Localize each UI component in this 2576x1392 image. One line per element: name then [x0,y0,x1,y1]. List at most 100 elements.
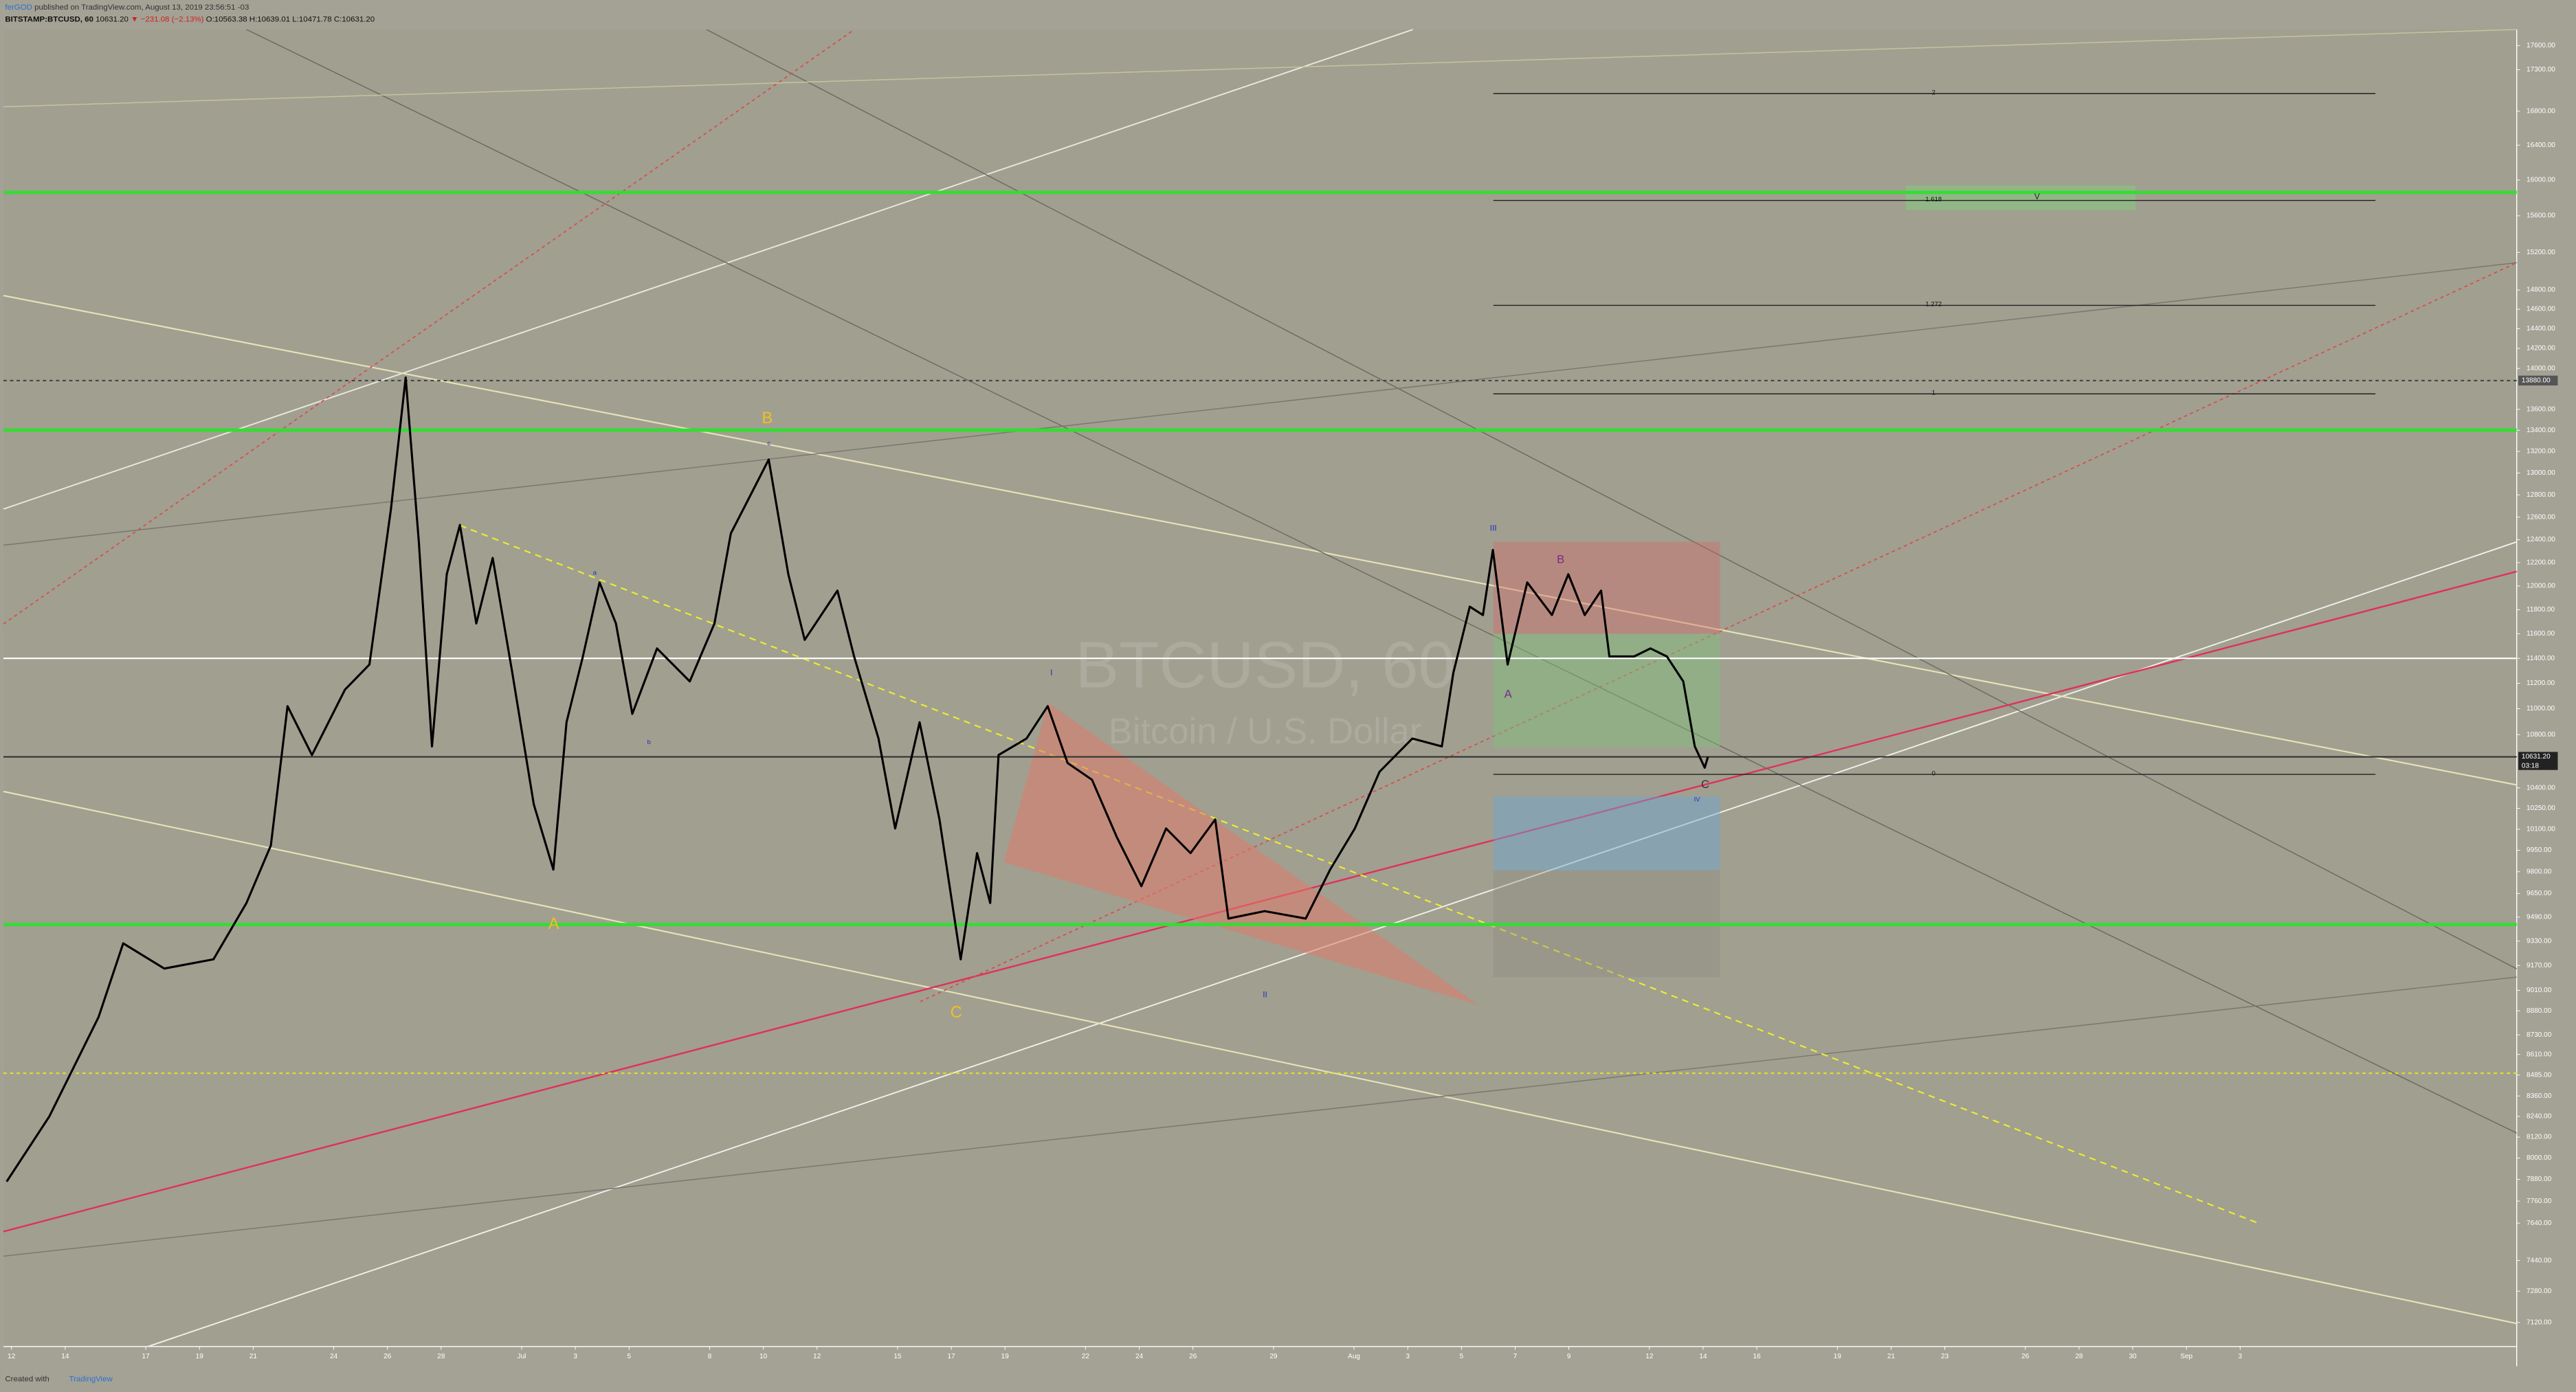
x-tick-label: 28 [437,1353,445,1360]
published: published on TradingView.com, August 13,… [32,3,249,12]
trendline [246,29,2518,1134]
x-tick-label: 19 [1001,1353,1010,1360]
y-tick-label: 8120.00 [2527,1134,2552,1141]
fib-label: 1.272 [1925,301,1942,308]
y-tick-label: 11400.00 [2527,655,2555,662]
y-tick-label: 10800.00 [2527,731,2555,739]
target-zone [1493,796,1720,871]
x-tick-label: 21 [249,1353,258,1360]
y-tick-label: 7280.00 [2527,1288,2552,1295]
y-tick-label: 14400.00 [2527,325,2555,333]
y-tick-label: 16000.00 [2527,177,2555,184]
y-tick-label: 9170.00 [2527,962,2552,969]
wave-label: II [1263,989,1267,999]
y-tick-label: 8610.00 [2527,1051,2552,1058]
x-tick-label: 26 [1189,1353,1197,1360]
y-tick-label: 13400.00 [2527,427,2555,434]
wave-label: V [2034,192,2040,201]
wave-label: I [1050,668,1052,677]
y-tick-label: 11000.00 [2527,705,2555,712]
x-tick-label: 26 [2021,1353,2030,1360]
y-tick-label: 9490.00 [2527,913,2552,921]
author[interactable]: ferGOD [5,3,32,12]
wave-label: a [593,570,597,577]
x-tick-label: 15 [893,1353,902,1360]
x-tick-label: Sep [2180,1353,2192,1360]
x-tick-label: 22 [1082,1353,1090,1360]
y-tick-label: 12600.00 [2527,513,2555,521]
y-tick-label: 7640.00 [2527,1220,2552,1227]
y-tick-label: 11600.00 [2527,630,2555,638]
watermark-description: Bitcoin / U.S. Dollar [1109,711,1422,752]
plot-area [3,30,2517,1347]
x-tick-label: 17 [142,1353,151,1360]
x-tick-label: 29 [1269,1353,1278,1360]
y-tick-label: 9010.00 [2527,987,2552,994]
y-tick-label: 14800.00 [2527,287,2555,294]
y-tick-label: 8240.00 [2527,1113,2552,1121]
y-tick-label: 7440.00 [2527,1257,2552,1264]
y-tick-label: 13600.00 [2527,405,2555,413]
trendline [3,295,2517,786]
x-tick-label: 12 [1645,1353,1654,1360]
y-tick-label: 10400.00 [2527,784,2555,792]
y-tick-label: 9950.00 [2527,846,2552,854]
x-tick-label: 5 [1460,1353,1464,1360]
wave-label: c [767,440,770,447]
y-tick-label: 10250.00 [2527,805,2555,812]
fib-label: 0 [1932,770,1935,777]
drawings [3,29,2518,1347]
y-tick-label: 12800.00 [2527,491,2555,499]
footer-brand[interactable]: TradingView [69,1376,113,1384]
y-tick-label: 8360.00 [2527,1092,2552,1100]
trendline [3,790,2517,1325]
x-tick-label: 3 [1406,1353,1410,1360]
y-tick-label: 12000.00 [2527,582,2555,590]
x-tick-label: 12 [813,1353,821,1360]
x-tick-label: 24 [1135,1353,1144,1360]
x-tick-label: 16 [1753,1353,1762,1360]
y-tick-label: 13200.00 [2527,448,2555,456]
y-tick-label: 16400.00 [2527,142,2555,149]
x-tick-label: 12 [8,1353,16,1360]
y-tick-label: 8485.00 [2527,1071,2552,1079]
header-line: ferGOD published on TradingView.com, Aug… [5,3,249,12]
change: ▼ −231.08 (−2.13%) [131,16,204,24]
x-tick-label: 30 [2129,1353,2137,1360]
y-tick-label: 9800.00 [2527,868,2552,875]
wave-label: A [548,914,559,933]
x-tick-label: 3 [2239,1353,2243,1360]
trendline [3,262,2517,546]
target-zone [1493,541,1720,634]
y-tick-label: 7120.00 [2527,1319,2552,1327]
y-tick-label: 10100.00 [2527,825,2555,833]
x-tick-label: 19 [1834,1353,1842,1360]
x-tick-label: 14 [1699,1353,1707,1360]
y-tick-label: 12200.00 [2527,559,2555,567]
fib-label: 1.618 [1925,196,1942,203]
y-tick-label: 9330.00 [2527,937,2552,945]
watermark-symbol: BTCUSD, 60 [1075,628,1454,701]
y-tick-label: 14000.00 [2527,365,2555,372]
trendline [3,29,855,625]
x-tick-label: 8 [708,1353,712,1360]
y-tick-label: 14200.00 [2527,345,2555,352]
target-zone [1905,186,2136,210]
fib-label: 1 [1932,390,1935,397]
wave-label: III [1490,524,1497,533]
x-tick-label: 23 [1941,1353,1949,1360]
x-tick-label: 14 [61,1353,69,1360]
wave-label: B [1557,552,1564,565]
ohlc: O:10563.38 H:10639.01 L:10471.78 C:10631… [206,16,375,24]
trendline [3,976,2517,1257]
x-tick-label: 19 [196,1353,204,1360]
trendline [706,29,2518,969]
x-tick-label: 7 [1513,1353,1518,1360]
wave-label: C [951,1003,962,1022]
price-label-box [2518,752,2558,770]
price-label-countdown: 03:18 [2522,762,2539,770]
price-label-box [2518,375,2558,386]
footer-created: Created with [5,1376,49,1384]
